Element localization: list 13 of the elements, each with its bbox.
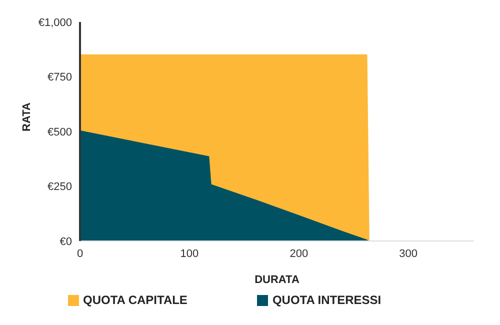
x-tick-label: 200 [290,248,308,260]
y-axis-title: RATA [20,102,33,132]
y-tick-label: €1,000 [38,16,72,29]
legend-label: QUOTA CAPITALE [83,293,188,307]
x-tick-label: 0 [76,248,84,260]
y-tick-label: €250 [48,181,72,194]
x-tick-label: 300 [399,248,418,260]
x-axis-title: DURATA [254,274,300,286]
y-tick-label: €750 [48,72,72,84]
y-tick-label: €500 [48,126,72,138]
legend-label: QUOTA INTERESSI [272,293,382,307]
x-tick-label: 100 [180,248,199,260]
y-tick-label: €0 [60,236,72,248]
